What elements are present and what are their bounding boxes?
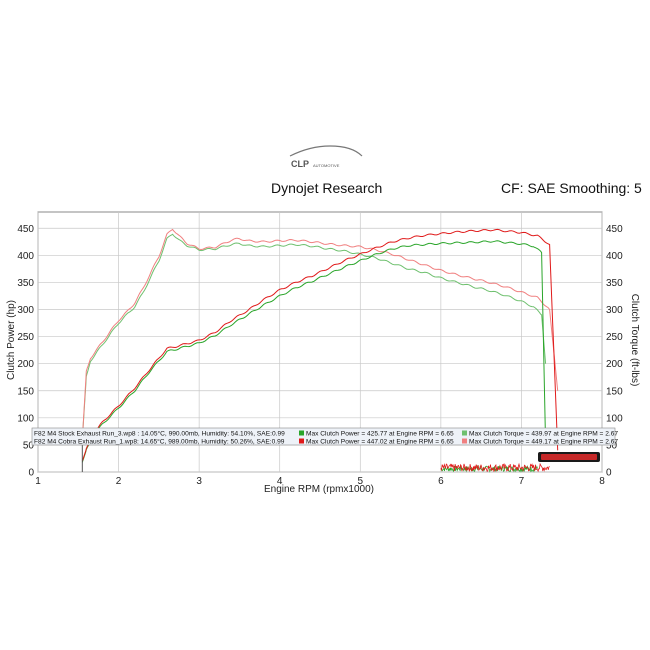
logo-text: CLP (291, 159, 309, 169)
y-right-tick-label: 250 (606, 332, 623, 343)
logo-car-outline (289, 145, 363, 157)
legend-run-1: F82 M4 Stock Exhaust Run_3.wp8 : 14.05°C… (34, 430, 285, 438)
y-right-tick-label: 50 (606, 440, 618, 451)
y-left-tick-label: 250 (17, 332, 34, 343)
tick-labels: 1 2 3 4 5 6 7 805010015020025030035040045005010… (17, 224, 623, 487)
x-tick-label: 3 (196, 476, 202, 487)
series-layer (81, 228, 559, 472)
afr-noise-traces (440, 462, 550, 473)
legend: F82 M4 Stock Exhaust Run_3.wp8 : 14.05°C… (31, 427, 618, 446)
x-tick-label: 7 (519, 476, 525, 487)
y-right-tick-label: 200 (606, 359, 623, 370)
noise-trace-cobra (440, 462, 550, 473)
x-tick-label: 4 (277, 476, 283, 487)
y-left-tick-label: 100 (17, 413, 34, 424)
logo: CLP AUTOMOTIVE (289, 145, 363, 169)
legend-power-1: Max Clutch Power = 425.77 at Engine RPM … (306, 431, 454, 438)
y-right-tick-label: 300 (606, 305, 623, 316)
y-left-tick-label: 400 (17, 251, 34, 262)
logo-subtext: AUTOMOTIVE (313, 163, 340, 168)
series-line-stock_torque (81, 233, 547, 440)
legend-box (31, 427, 616, 446)
y-right-tick-label: 0 (606, 468, 612, 479)
left-title: Dynojet Research (271, 180, 382, 196)
legend-swatch-cobra-power (299, 438, 304, 444)
y-left-tick-label: 300 (17, 305, 34, 316)
legend-swatch-stock-torque (462, 430, 467, 436)
x-tick-label: 5 (358, 476, 364, 487)
y-right-tick-label: 400 (606, 251, 623, 262)
y-left-tick-label: 50 (23, 440, 35, 451)
legend-power-2: Max Clutch Power = 447.02 at Engine RPM … (306, 439, 454, 446)
right-title: CF: SAE Smoothing: 5 (501, 180, 642, 196)
y-left-tick-label: 0 (28, 468, 34, 479)
legend-swatch-stock-power (299, 430, 304, 436)
legend-torque-1: Max Clutch Torque = 439.97 at Engine RPM… (469, 431, 618, 438)
y-axis-right-title: Clutch Torque (ft-lbs) (629, 294, 640, 387)
y-axis-left-title: Clutch Power (hp) (6, 300, 17, 380)
legend-torque-2: Max Clutch Torque = 449.17 at Engine RPM… (469, 439, 618, 446)
y-left-tick-label: 350 (17, 278, 34, 289)
legend-swatch-cobra-torque (462, 438, 467, 444)
dynojet-logo (538, 452, 600, 462)
y-right-tick-label: 450 (606, 224, 623, 235)
x-tick-label: 1 (35, 476, 41, 487)
legend-run-2: F82 M4 Cobra Exhaust Run_1.wp8: 14.65°C,… (34, 438, 285, 446)
x-tick-label: 8 (599, 476, 605, 487)
y-left-tick-label: 450 (17, 224, 34, 235)
y-right-tick-label: 100 (606, 413, 623, 424)
x-axis-title: Engine RPM (rpmx1000) (264, 484, 374, 495)
x-tick-label: 6 (438, 476, 444, 487)
y-right-tick-label: 150 (606, 386, 623, 397)
x-tick-label: 2 (116, 476, 122, 487)
series-line-cobra_power (81, 228, 559, 462)
y-left-tick-label: 200 (17, 359, 34, 370)
y-right-tick-label: 350 (606, 278, 623, 289)
series-line-stock_power (81, 240, 547, 463)
series-line-cobra_torque (81, 228, 559, 440)
y-left-tick-label: 150 (17, 386, 34, 397)
